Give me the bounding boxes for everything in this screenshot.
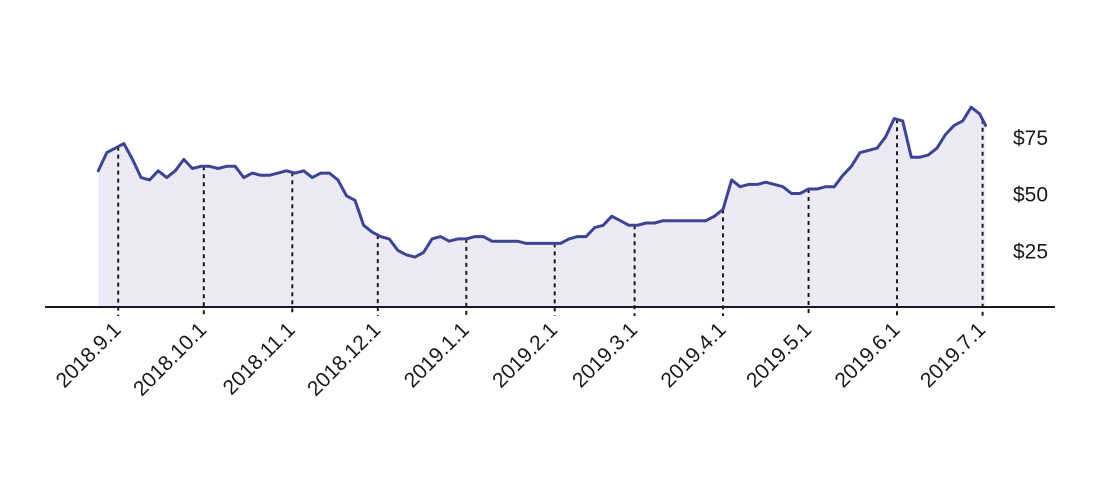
x-tick-labels: 2018.9.1 2018.10.1 2018.11.1 2018.12.1 2019.… (52, 318, 990, 400)
x-tick-label: 2019.3.1 (568, 318, 642, 392)
price-line (96, 105, 987, 259)
x-tick-label: 2019.1.1 (400, 318, 474, 392)
y-tick-label: $50 (1013, 184, 1048, 207)
x-tick-label: 2019.5.1 (742, 318, 816, 392)
y-tick-label: $75 (1013, 127, 1048, 150)
y-tick-label: $25 (1013, 240, 1048, 263)
drop-lines-layer (117, 119, 984, 316)
area-fill-layer (98, 107, 986, 307)
x-tick-label: 2018.11.1 (219, 318, 300, 399)
x-tick-label: 2019.7.1 (916, 318, 990, 392)
y-tick-labels: $25 $50 $75 (1013, 127, 1048, 263)
x-tick-label: 2018.10.1 (129, 318, 211, 400)
x-tick-label: 2018.12.1 (303, 318, 385, 400)
x-tick-label: 2018.9.1 (52, 318, 126, 392)
price-line-layer (96, 105, 987, 259)
x-tick-label: 2019.4.1 (656, 318, 730, 392)
x-tick-label: 2019.2.1 (488, 318, 562, 392)
area-fill (98, 107, 986, 307)
x-tick-label: 2019.6.1 (830, 318, 904, 392)
